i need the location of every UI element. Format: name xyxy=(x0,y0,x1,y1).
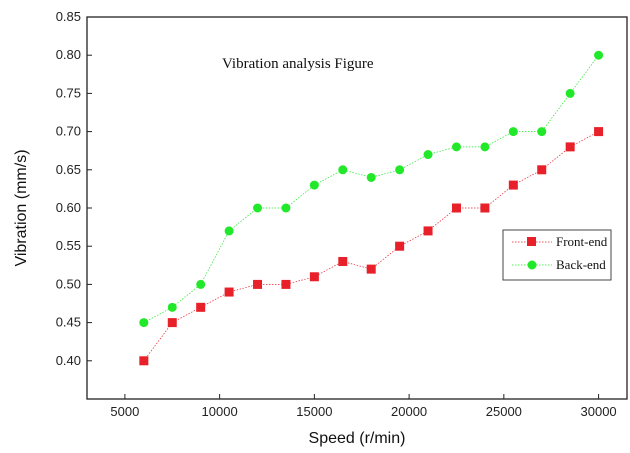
data-point-back-end xyxy=(451,142,461,152)
x-tick-label: 20000 xyxy=(391,404,427,419)
data-point-front-end xyxy=(281,279,291,289)
data-point-back-end xyxy=(224,226,234,236)
legend: Front-end Back-end xyxy=(502,229,612,281)
data-point-front-end xyxy=(366,264,376,274)
y-axis-label: Vibration (mm/s) xyxy=(13,149,30,266)
y-tick-label: 0.70 xyxy=(56,124,81,139)
chart-title: Vibration analysis Figure xyxy=(222,56,374,72)
data-point-back-end xyxy=(253,203,263,213)
data-point-back-end xyxy=(167,302,177,312)
x-tick-label: 25000 xyxy=(486,404,522,419)
y-tick-label: 0.60 xyxy=(56,200,81,215)
data-point-back-end xyxy=(423,150,433,160)
legend-box xyxy=(502,229,612,281)
y-tick-label: 0.75 xyxy=(56,85,81,100)
y-tick-label: 0.55 xyxy=(56,238,81,253)
series-line-back-end xyxy=(143,54,599,323)
x-axis-label: Speed (r/min) xyxy=(309,430,406,447)
data-point-front-end xyxy=(167,318,177,328)
y-tick-label: 0.40 xyxy=(56,353,81,368)
data-point-back-end xyxy=(480,142,490,152)
legend-front-label: Front-end xyxy=(556,234,608,249)
data-point-back-end xyxy=(537,127,547,137)
series-lines xyxy=(143,54,599,362)
data-point-front-end xyxy=(196,302,206,312)
ticks-group: 5000 10000 15000 20000 25000 30000 0.40 0.45 0.5… xyxy=(56,9,617,419)
x-tick-label: 10000 xyxy=(202,404,238,419)
y-tick-label: 0.45 xyxy=(56,315,81,330)
data-point-back-end xyxy=(309,180,319,190)
data-point-front-end xyxy=(139,356,149,366)
data-point-front-end xyxy=(338,256,348,266)
legend-back-marker xyxy=(527,260,537,270)
data-point-back-end xyxy=(366,172,376,182)
legend-back-label: Back-end xyxy=(556,257,606,272)
plot-frame xyxy=(86,16,628,400)
legend-front-marker xyxy=(527,237,536,246)
y-tick-label: 0.85 xyxy=(56,9,81,24)
x-tick-label: 30000 xyxy=(581,404,617,419)
data-point-front-end xyxy=(395,241,405,251)
data-point-back-end xyxy=(594,50,604,60)
data-point-back-end xyxy=(139,318,149,328)
data-point-back-end xyxy=(395,165,405,175)
y-tick-label: 0.80 xyxy=(56,47,81,62)
y-tick-label: 0.65 xyxy=(56,162,81,177)
x-tick-label: 5000 xyxy=(110,404,139,419)
data-point-front-end xyxy=(423,226,433,236)
data-point-front-end xyxy=(594,127,604,137)
data-point-back-end xyxy=(196,279,206,289)
data-point-front-end xyxy=(253,279,263,289)
y-tick-label: 0.50 xyxy=(56,276,81,291)
data-point-back-end xyxy=(565,88,575,98)
data-point-front-end xyxy=(309,272,319,282)
data-point-back-end xyxy=(281,203,291,213)
data-point-back-end xyxy=(338,165,348,175)
series-markers xyxy=(139,50,604,366)
data-point-front-end xyxy=(451,203,461,213)
data-point-front-end xyxy=(480,203,490,213)
data-point-back-end xyxy=(508,127,518,137)
x-tick-label: 15000 xyxy=(296,404,332,419)
data-point-front-end xyxy=(537,165,547,175)
data-point-front-end xyxy=(508,180,518,190)
data-point-front-end xyxy=(224,287,234,297)
data-point-front-end xyxy=(565,142,575,152)
